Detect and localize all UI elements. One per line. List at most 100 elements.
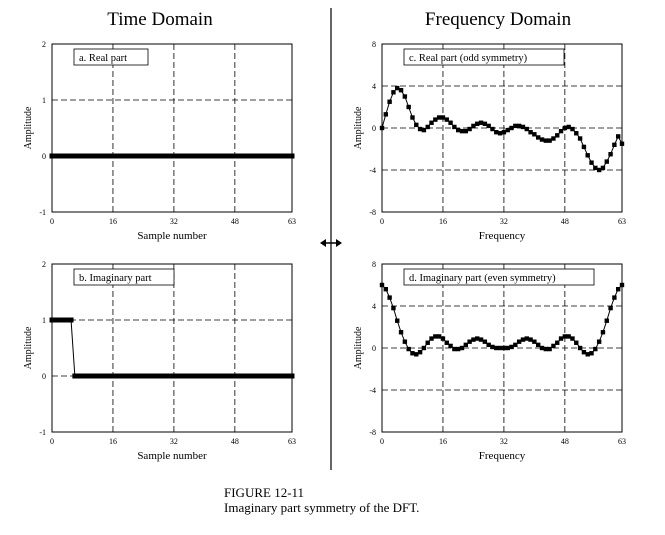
data-point bbox=[190, 153, 196, 159]
data-point bbox=[615, 134, 621, 139]
data-point bbox=[513, 342, 518, 348]
data-point bbox=[509, 125, 514, 131]
data-point bbox=[129, 373, 135, 379]
data-point bbox=[619, 282, 625, 288]
data-point bbox=[243, 373, 249, 379]
data-point bbox=[156, 373, 162, 379]
data-point bbox=[251, 373, 257, 379]
data-point bbox=[152, 153, 158, 159]
x-axis-label: Frequency bbox=[479, 450, 526, 462]
panel-label: d. Imaginary part (even symmetry) bbox=[409, 273, 556, 284]
data-point bbox=[99, 373, 105, 379]
x-tick-label: 48 bbox=[231, 217, 239, 226]
data-point bbox=[520, 124, 526, 130]
data-point bbox=[106, 373, 112, 379]
data-point bbox=[410, 115, 415, 120]
data-point bbox=[72, 153, 78, 159]
data-point bbox=[247, 153, 253, 159]
data-point bbox=[274, 153, 280, 159]
data-point bbox=[505, 345, 510, 351]
data-point bbox=[535, 342, 541, 348]
data-point bbox=[72, 373, 78, 379]
data-point bbox=[163, 373, 169, 379]
data-point bbox=[452, 124, 457, 130]
chart-panel-a: 0 16 32 48 63 -1 0 1 2 Sample number Amplitude a. R… bbox=[23, 40, 296, 242]
data-point bbox=[281, 373, 287, 379]
data-point bbox=[213, 153, 219, 159]
data-point bbox=[524, 126, 529, 132]
data-point bbox=[429, 336, 434, 341]
data-point bbox=[501, 345, 507, 351]
data-point bbox=[209, 373, 215, 379]
data-point bbox=[581, 144, 587, 150]
data-point bbox=[64, 153, 70, 159]
data-point bbox=[528, 337, 533, 342]
x-tick-label: 48 bbox=[561, 217, 569, 226]
data-point bbox=[106, 153, 112, 159]
data-point bbox=[566, 124, 571, 130]
data-point bbox=[186, 153, 192, 159]
x-tick-label: 0 bbox=[50, 217, 54, 226]
data-point bbox=[421, 127, 427, 133]
data-point bbox=[289, 373, 295, 379]
data-point bbox=[175, 153, 181, 159]
data-point bbox=[179, 153, 185, 159]
y-axis-label: Amplitude bbox=[353, 106, 364, 149]
data-point bbox=[417, 126, 423, 132]
x-tick-label: 63 bbox=[288, 437, 296, 446]
x-axis-label: Sample number bbox=[137, 230, 207, 242]
data-point bbox=[463, 342, 469, 348]
x-tick-label: 0 bbox=[380, 437, 384, 446]
data-point bbox=[535, 135, 541, 140]
data-point bbox=[406, 346, 411, 352]
data-point bbox=[236, 373, 242, 379]
data-point bbox=[391, 90, 396, 95]
data-point bbox=[436, 115, 442, 120]
plot-frame bbox=[51, 43, 293, 213]
data-point bbox=[68, 317, 74, 323]
data-point bbox=[247, 373, 253, 379]
data-point bbox=[596, 167, 602, 173]
data-point bbox=[463, 128, 469, 134]
data-point bbox=[133, 153, 139, 159]
data-point bbox=[156, 153, 162, 159]
x-tick-label: 32 bbox=[170, 437, 178, 446]
data-point bbox=[387, 99, 392, 104]
x-tick-label: 48 bbox=[231, 437, 239, 446]
x-tick-label: 0 bbox=[380, 217, 384, 226]
data-point bbox=[49, 317, 55, 323]
data-point bbox=[110, 373, 116, 379]
data-point bbox=[274, 373, 280, 379]
frequency-domain-heading: Frequency Domain bbox=[425, 9, 572, 30]
data-point bbox=[209, 153, 215, 159]
data-point bbox=[402, 339, 408, 344]
y-tick-label: -8 bbox=[369, 208, 376, 217]
data-point bbox=[137, 373, 143, 379]
data-point bbox=[53, 153, 59, 159]
data-point bbox=[194, 373, 200, 379]
data-point bbox=[452, 346, 457, 352]
data-point bbox=[509, 344, 514, 350]
data-point bbox=[285, 153, 291, 159]
data-point bbox=[577, 345, 583, 351]
data-point bbox=[516, 339, 522, 344]
data-point bbox=[186, 373, 192, 379]
data-point bbox=[190, 373, 196, 379]
data-point bbox=[224, 373, 230, 379]
data-point bbox=[539, 345, 545, 351]
data-point bbox=[490, 126, 495, 132]
data-point bbox=[577, 136, 583, 141]
data-point bbox=[266, 153, 272, 159]
data-point bbox=[596, 339, 602, 344]
x-tick-label: 16 bbox=[439, 217, 447, 226]
data-point bbox=[220, 153, 226, 159]
y-axis-label: Amplitude bbox=[23, 326, 34, 369]
data-point bbox=[471, 123, 476, 129]
data-point bbox=[228, 153, 234, 159]
panel-label: c. Real part (odd symmetry) bbox=[409, 53, 528, 64]
data-point bbox=[604, 159, 609, 164]
data-point bbox=[83, 153, 89, 159]
data-point bbox=[64, 317, 70, 323]
